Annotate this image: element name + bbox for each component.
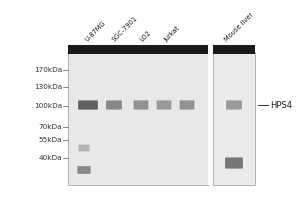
FancyBboxPatch shape [77,166,91,174]
Text: Jurkat: Jurkat [163,25,181,43]
Text: 130kDa: 130kDa [34,84,62,90]
FancyBboxPatch shape [134,100,148,110]
Text: LO2: LO2 [139,30,152,43]
Bar [68,45,208,54]
Bar [208,45,213,185]
FancyBboxPatch shape [106,100,122,110]
Bar [213,52,255,185]
Text: U-87MG: U-87MG [84,20,107,43]
Text: 55kDa: 55kDa [38,137,62,143]
Bar [68,52,208,185]
Text: SGC-7901: SGC-7901 [111,15,138,43]
FancyBboxPatch shape [157,100,171,110]
FancyBboxPatch shape [226,100,242,110]
Text: HPS4: HPS4 [270,100,292,110]
Text: 170kDa: 170kDa [34,67,62,73]
Text: 100kDa: 100kDa [34,103,62,109]
FancyBboxPatch shape [225,157,243,169]
FancyBboxPatch shape [78,100,98,110]
Text: 70kDa: 70kDa [38,124,62,130]
Text: Mouse liver: Mouse liver [224,12,255,43]
FancyBboxPatch shape [78,145,90,151]
Text: 40kDa: 40kDa [38,155,62,161]
Bar [213,45,255,54]
FancyBboxPatch shape [180,100,194,110]
